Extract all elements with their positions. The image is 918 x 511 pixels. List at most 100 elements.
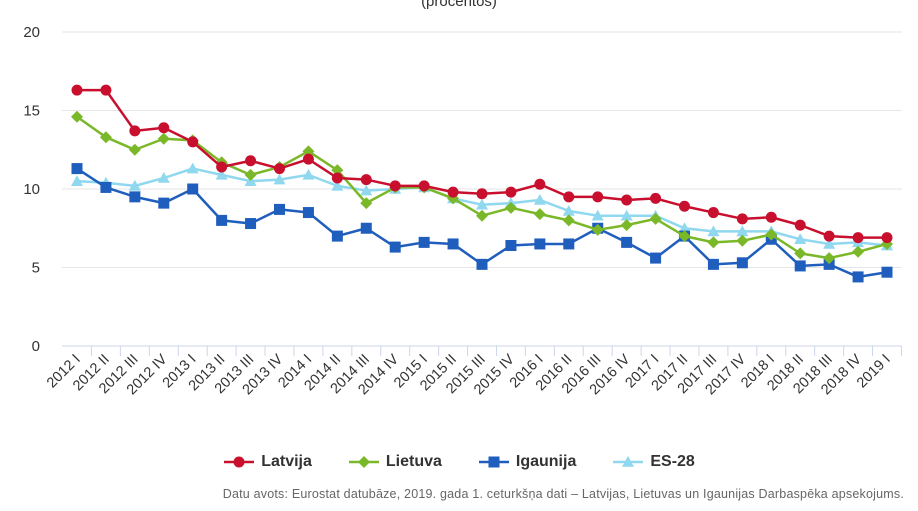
data-point[interactable] bbox=[273, 173, 286, 185]
legend-item-latvija[interactable]: Latvija bbox=[223, 453, 312, 471]
data-point[interactable] bbox=[187, 136, 199, 148]
data-point[interactable] bbox=[447, 186, 459, 198]
data-point[interactable] bbox=[71, 84, 83, 96]
data-point[interactable] bbox=[823, 237, 836, 249]
data-point[interactable] bbox=[360, 222, 372, 234]
data-point[interactable] bbox=[158, 122, 170, 134]
data-point[interactable] bbox=[592, 191, 604, 203]
data-point[interactable] bbox=[331, 230, 343, 242]
data-point[interactable] bbox=[794, 247, 807, 260]
data-point[interactable] bbox=[650, 252, 662, 264]
data-point[interactable] bbox=[245, 218, 257, 230]
legend-item-es-28[interactable]: ES-28 bbox=[612, 453, 695, 471]
data-point[interactable] bbox=[216, 161, 228, 173]
legend-item-igaunija[interactable]: Igaunija bbox=[478, 453, 576, 471]
data-point[interactable] bbox=[476, 209, 488, 222]
data-point[interactable] bbox=[274, 163, 285, 175]
data-point[interactable] bbox=[100, 84, 112, 96]
data-point[interactable] bbox=[99, 131, 112, 144]
data-point[interactable] bbox=[187, 183, 199, 195]
data-point[interactable] bbox=[707, 207, 719, 219]
data-point[interactable] bbox=[736, 234, 749, 247]
data-point[interactable] bbox=[562, 214, 575, 227]
data-point[interactable] bbox=[562, 204, 575, 216]
data-point[interactable] bbox=[591, 223, 604, 236]
data-point[interactable] bbox=[823, 258, 835, 270]
data-point[interactable] bbox=[679, 200, 690, 212]
data-point[interactable] bbox=[302, 207, 314, 219]
data-point[interactable] bbox=[244, 168, 257, 181]
data-point[interactable] bbox=[534, 178, 546, 190]
data-point[interactable] bbox=[794, 260, 806, 272]
data-point[interactable] bbox=[563, 191, 575, 203]
data-point[interactable] bbox=[620, 219, 633, 232]
data-point[interactable] bbox=[128, 179, 141, 191]
data-point[interactable] bbox=[620, 209, 633, 221]
data-point[interactable] bbox=[736, 225, 749, 237]
data-point[interactable] bbox=[418, 236, 430, 248]
data-point[interactable] bbox=[533, 193, 546, 205]
data-point[interactable] bbox=[129, 191, 141, 203]
data-point[interactable] bbox=[360, 184, 373, 196]
data-point[interactable] bbox=[476, 188, 488, 200]
data-point[interactable] bbox=[158, 197, 170, 209]
data-point[interactable] bbox=[736, 213, 748, 225]
data-point[interactable] bbox=[794, 233, 807, 245]
data-point[interactable] bbox=[794, 219, 806, 231]
data-point[interactable] bbox=[621, 194, 633, 206]
data-point[interactable] bbox=[591, 209, 604, 221]
data-point[interactable] bbox=[476, 198, 488, 210]
data-point[interactable] bbox=[302, 168, 315, 180]
data-point[interactable] bbox=[852, 245, 865, 258]
data-point[interactable] bbox=[100, 181, 112, 193]
data-point[interactable] bbox=[505, 240, 517, 252]
data-point[interactable] bbox=[563, 238, 575, 250]
data-point[interactable] bbox=[707, 236, 720, 249]
data-point[interactable] bbox=[389, 180, 401, 192]
legend-item-lietuva[interactable]: Lietuva bbox=[348, 453, 442, 471]
data-point[interactable] bbox=[331, 172, 343, 184]
data-point[interactable] bbox=[649, 212, 662, 225]
data-point[interactable] bbox=[534, 238, 546, 250]
data-point[interactable] bbox=[852, 232, 864, 244]
data-point[interactable] bbox=[505, 186, 517, 198]
data-point[interactable] bbox=[71, 110, 83, 123]
data-point[interactable] bbox=[186, 162, 199, 174]
data-point[interactable] bbox=[852, 271, 864, 283]
data-point[interactable] bbox=[274, 203, 285, 215]
data-point[interactable] bbox=[504, 201, 517, 214]
data-point[interactable] bbox=[389, 241, 401, 253]
data-point[interactable] bbox=[621, 236, 633, 248]
data-point[interactable] bbox=[128, 143, 141, 156]
data-point[interactable] bbox=[157, 172, 170, 183]
data-point[interactable] bbox=[678, 222, 691, 234]
data-point[interactable] bbox=[302, 145, 315, 158]
data-point[interactable] bbox=[678, 230, 691, 243]
data-point[interactable] bbox=[360, 174, 372, 186]
data-point[interactable] bbox=[215, 168, 228, 180]
data-point[interactable] bbox=[881, 232, 893, 244]
data-point[interactable] bbox=[476, 258, 488, 270]
data-point[interactable] bbox=[245, 155, 257, 167]
data-point[interactable] bbox=[707, 225, 720, 237]
data-point[interactable] bbox=[331, 164, 344, 177]
data-point[interactable] bbox=[331, 179, 344, 191]
data-point[interactable] bbox=[418, 180, 430, 192]
data-point[interactable] bbox=[765, 228, 778, 241]
data-point[interactable] bbox=[707, 258, 719, 270]
data-point[interactable] bbox=[360, 197, 373, 210]
data-point[interactable] bbox=[129, 125, 141, 137]
data-point[interactable] bbox=[71, 175, 83, 186]
data-point[interactable] bbox=[736, 257, 748, 269]
data-point[interactable] bbox=[157, 132, 170, 145]
data-point[interactable] bbox=[650, 192, 662, 204]
data-point[interactable] bbox=[302, 153, 314, 165]
data-point[interactable] bbox=[216, 214, 228, 226]
data-point[interactable] bbox=[71, 163, 83, 175]
data-point[interactable] bbox=[447, 238, 459, 250]
data-point[interactable] bbox=[881, 266, 893, 278]
data-point[interactable] bbox=[823, 252, 836, 265]
data-point[interactable] bbox=[533, 208, 546, 221]
data-point[interactable] bbox=[765, 211, 777, 223]
data-point[interactable] bbox=[823, 230, 835, 242]
